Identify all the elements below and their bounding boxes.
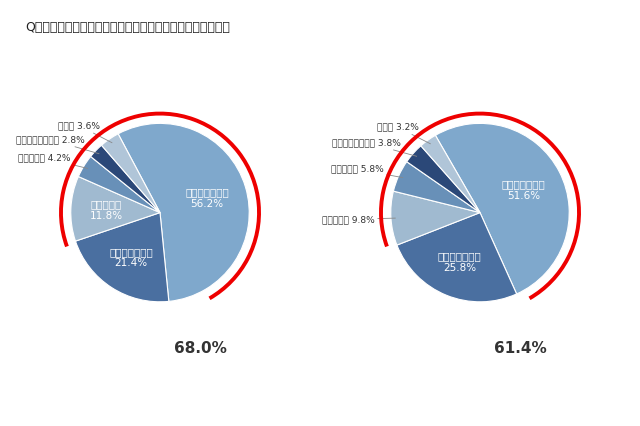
Text: 良くなってない
56.2%: 良くなってない 56.2% [185, 187, 229, 209]
Text: 少し良くなった
21.4%: 少し良くなった 21.4% [109, 247, 153, 268]
Wedge shape [71, 176, 160, 241]
Wedge shape [435, 124, 569, 294]
Text: 良くなった 4.2%: 良くなった 4.2% [18, 153, 88, 168]
Text: 良くなってない
51.6%: 良くなってない 51.6% [502, 179, 545, 201]
Text: とても良くなった 3.8%: とても良くなった 3.8% [332, 138, 417, 156]
Wedge shape [391, 191, 480, 245]
Text: 悪くなった
11.8%: 悪くなった 11.8% [90, 199, 123, 221]
Wedge shape [421, 135, 480, 213]
Wedge shape [78, 156, 160, 213]
Wedge shape [91, 145, 160, 213]
Text: Q：今年に入って自転車マナーが良くなったと思いますか？: Q：今年に入って自転車マナーが良くなったと思いますか？ [26, 21, 230, 35]
Text: 61.4%: 61.4% [494, 341, 547, 356]
Text: その他 3.2%: その他 3.2% [376, 123, 431, 144]
Text: 悪くなった 9.8%: 悪くなった 9.8% [322, 215, 396, 224]
Wedge shape [102, 134, 160, 213]
Wedge shape [76, 213, 169, 302]
Wedge shape [394, 162, 480, 213]
Text: その他 3.6%: その他 3.6% [58, 121, 112, 143]
Wedge shape [407, 146, 480, 213]
Text: 良くなった 5.8%: 良くなった 5.8% [332, 165, 403, 178]
Wedge shape [397, 213, 516, 302]
Text: 68.0%: 68.0% [173, 341, 227, 356]
Wedge shape [118, 124, 249, 301]
Text: 少し良くなった
25.8%: 少し良くなった 25.8% [438, 251, 482, 273]
Text: とても良くなった 2.8%: とても良くなった 2.8% [15, 135, 99, 154]
